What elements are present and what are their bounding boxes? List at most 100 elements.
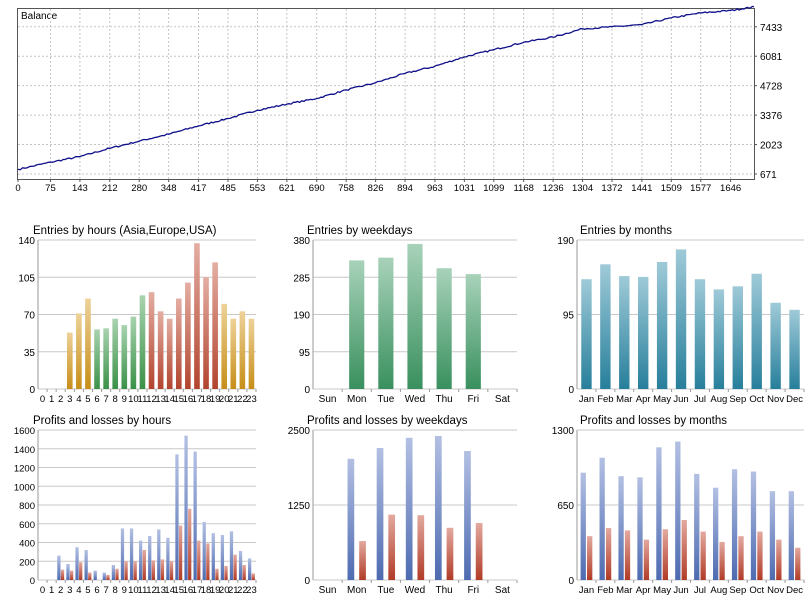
balance-x-tick-label: 1236 — [543, 183, 564, 194]
profit-bar — [405, 437, 413, 580]
balance-x-tick-label: 75 — [45, 183, 56, 194]
entries-weekdays-title: Entries by weekdays — [307, 225, 413, 237]
profit-bar — [618, 476, 624, 580]
profit-bar — [750, 471, 757, 580]
bar — [378, 257, 394, 389]
x-tick-label: 7 — [103, 394, 108, 405]
y-tick-label: 95 — [563, 311, 575, 322]
loss-bar — [251, 573, 255, 580]
balance-x-tick-label: 1577 — [690, 183, 711, 194]
x-tick-label: 9 — [122, 394, 127, 405]
x-tick-label: 22 — [237, 394, 248, 405]
bar — [732, 286, 743, 389]
loss-bar — [475, 523, 483, 580]
loss-bar — [88, 572, 92, 580]
loss-bar — [795, 547, 801, 580]
x-tick-label: Apr — [636, 394, 651, 405]
loss-bar — [206, 543, 210, 580]
loss-bar — [124, 561, 128, 580]
loss-bar — [151, 560, 155, 580]
x-tick-label: Mar — [616, 585, 632, 596]
x-tick-label: Jan — [579, 394, 594, 405]
loss-bar — [662, 529, 668, 580]
x-tick-label: Sat — [495, 394, 510, 405]
loss-bar — [388, 514, 396, 580]
balance-x-tick-label: 212 — [102, 183, 118, 194]
y-tick-label: 190 — [557, 236, 574, 247]
x-tick-label: 3 — [67, 585, 72, 596]
loss-bar — [242, 565, 246, 580]
x-tick-label: Tue — [377, 585, 394, 596]
bar — [130, 316, 137, 389]
x-tick-label: 19 — [210, 585, 221, 596]
loss-bar — [79, 562, 83, 580]
profit-bar — [139, 540, 143, 580]
balance-x-tick-label: 348 — [161, 183, 177, 194]
x-tick-label: 13 — [155, 585, 166, 596]
x-tick-label: 12 — [146, 585, 157, 596]
y-tick-label: 2500 — [288, 426, 311, 437]
profit-bar — [111, 565, 116, 580]
profit-bar — [66, 564, 70, 580]
x-tick-label: 23 — [246, 585, 257, 596]
x-tick-label: 6 — [94, 394, 99, 405]
loss-bar — [142, 550, 146, 580]
balance-x-tick-label: 621 — [279, 183, 295, 194]
x-tick-label: Jan — [579, 585, 594, 596]
x-tick-label: Sep — [729, 394, 746, 405]
x-tick-label: 3 — [67, 394, 72, 405]
loss-bar — [738, 536, 744, 580]
bar — [175, 298, 182, 389]
balance-x-tick-label: 1646 — [720, 183, 741, 194]
balance-x-tick-label: 1168 — [513, 183, 533, 194]
balance-y-tick-label: 6081 — [760, 52, 783, 63]
balance-x-tick-label: 1031 — [454, 183, 475, 194]
balance-y-tick-label: 671 — [760, 170, 777, 181]
bar — [581, 279, 592, 389]
x-tick-label: 18 — [201, 585, 212, 596]
x-tick-label: 0 — [40, 394, 45, 405]
loss-bar — [446, 527, 454, 580]
profit-bar — [193, 451, 197, 580]
y-tick-label: 0 — [568, 576, 574, 587]
y-tick-label: 1300 — [552, 426, 575, 437]
loss-bar — [60, 569, 65, 580]
x-tick-label: 4 — [76, 585, 81, 596]
loss-bar — [169, 561, 174, 580]
loss-bar — [643, 539, 650, 580]
bar — [112, 318, 119, 389]
x-tick-label: May — [653, 585, 671, 596]
bar — [248, 318, 255, 389]
x-tick-label: Sat — [495, 585, 510, 596]
x-tick-label: 7 — [103, 585, 108, 596]
balance-line — [17, 5, 755, 171]
x-tick-label: Sun — [319, 585, 337, 596]
loss-bar — [700, 531, 706, 580]
bar — [656, 261, 668, 389]
x-tick-label: Thu — [436, 394, 453, 405]
bar — [139, 295, 146, 389]
x-tick-label: Fri — [467, 585, 479, 596]
x-tick-label: Mon — [347, 394, 366, 405]
profit-bar — [229, 531, 234, 580]
x-tick-label: 21 — [228, 394, 239, 405]
x-tick-label: 1 — [49, 585, 54, 596]
x-tick-label: 2 — [58, 585, 63, 596]
bar — [121, 325, 128, 389]
x-tick-label: Mon — [347, 585, 366, 596]
bar — [713, 289, 725, 389]
balance-title: Balance — [21, 11, 58, 22]
profit-bar — [675, 441, 681, 580]
bar — [694, 279, 706, 389]
x-tick-label: Thu — [436, 585, 453, 596]
bar — [194, 243, 200, 389]
x-tick-label: Dec — [786, 585, 803, 596]
loss-bar — [587, 536, 593, 580]
profit-bar — [248, 558, 252, 580]
y-tick-label: 1200 — [14, 464, 35, 475]
x-tick-label: Aug — [710, 394, 727, 405]
x-tick-label: 16 — [183, 585, 194, 596]
bar — [751, 273, 762, 389]
loss-bar — [233, 554, 237, 580]
bar — [789, 309, 800, 389]
